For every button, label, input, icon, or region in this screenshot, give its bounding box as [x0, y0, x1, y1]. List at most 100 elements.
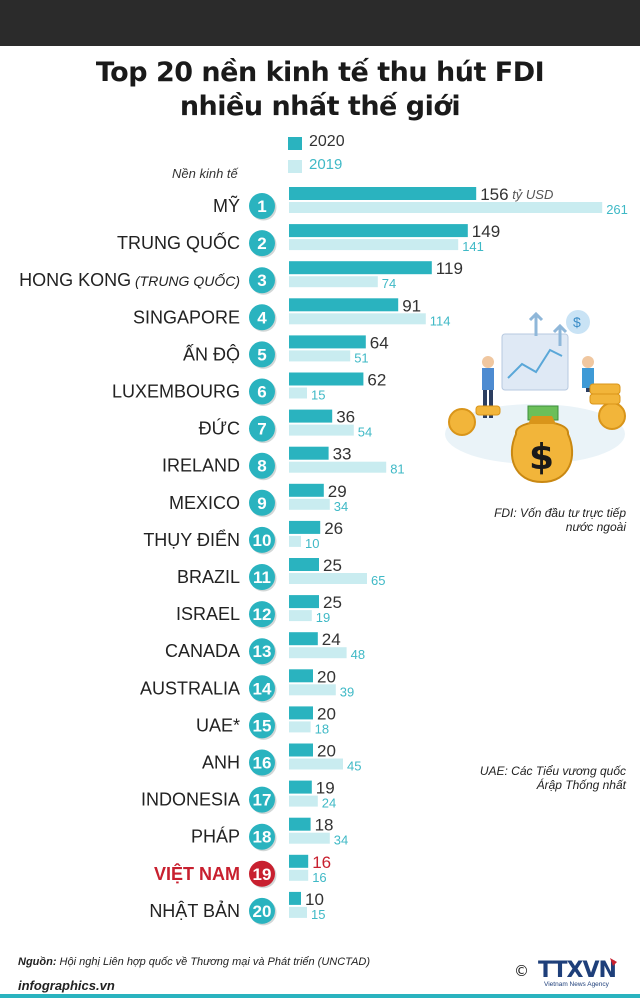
bar-2020: [289, 187, 477, 200]
bar-2019: [289, 573, 367, 584]
country-label: ẤN ĐỘ: [183, 343, 240, 364]
bar-2020: [289, 706, 313, 720]
value-label-2019: 19: [316, 610, 330, 625]
rank-circle: [249, 267, 275, 294]
svg-text:$: $: [529, 437, 554, 478]
value-label-2019: 74: [382, 276, 396, 291]
country-name: ĐỨC: [199, 418, 240, 439]
country-label: CANADA: [165, 641, 240, 661]
country-name: PHÁP: [191, 827, 240, 847]
rank-number: 8: [257, 457, 266, 476]
country-name: MEXICO: [169, 493, 240, 513]
rank-number: 14: [253, 679, 272, 698]
bar-2020: [289, 483, 324, 497]
page-title: Top 20 nền kinh tế thu hút FDI nhiều nhấ…: [0, 56, 640, 124]
country-name: ANH: [202, 753, 240, 773]
rank-number: 13: [253, 642, 272, 661]
logo-wordmark: TTXVN: [538, 958, 616, 983]
country-name: INDONESIA: [141, 790, 240, 810]
rank-circle: [249, 193, 275, 219]
rank-number: 18: [253, 828, 272, 847]
logo-subtext: Vietnam News Agency: [544, 981, 610, 988]
ttxvn-logo: © TTXVN Vietnam News Agency: [514, 958, 617, 988]
title-line-1: Top 20 nền kinh tế thu hút FDI: [95, 57, 545, 88]
value-label-2020: 119: [436, 259, 463, 278]
rank-number: 16: [253, 754, 272, 773]
value-label-2019: 54: [358, 425, 372, 440]
rank-circle: [249, 638, 275, 665]
bar-2020: [289, 446, 329, 460]
country-label: AUSTRALIA: [140, 678, 240, 698]
economy-axis-label: Nền kinh tế: [172, 166, 238, 181]
rank-circle: [249, 230, 275, 257]
country-label: ISRAEL: [176, 604, 240, 624]
rank-number: 7: [257, 420, 266, 439]
rank-number: 4: [257, 308, 267, 327]
bar-2020: [289, 520, 321, 534]
bar-2020: [289, 372, 364, 386]
bar-2019: [289, 647, 347, 659]
value-label-2020: 18: [315, 816, 334, 835]
country-name-suffix: (TRUNG QUỐC): [131, 272, 240, 289]
bar-2019: [289, 832, 330, 844]
bar-2019: [289, 202, 603, 213]
svg-text:$: $: [573, 314, 581, 330]
country-label: TRUNG QUỐC: [117, 232, 240, 253]
value-label-2019: 51: [354, 350, 368, 365]
value-label-2019: 34: [334, 499, 348, 514]
country-name: TRUNG QUỐC: [117, 232, 240, 253]
value-label-2020: 10: [305, 890, 324, 909]
country-name: UAE*: [196, 715, 240, 735]
legend-swatch-2020: [288, 137, 302, 150]
bar-2019: [289, 387, 307, 399]
value-label-2019: 15: [311, 388, 325, 403]
value-label-2020: 26: [324, 519, 343, 538]
country-label: VIỆT NAM: [154, 863, 240, 884]
bar-2019: [289, 424, 354, 436]
value-label-2019: 45: [347, 759, 361, 774]
legend-label-2019: 2019: [309, 156, 343, 173]
rank-number: 5: [257, 345, 266, 364]
bar-2020: [289, 891, 301, 905]
rank-number: 20: [253, 902, 272, 921]
value-label-2019: 10: [305, 536, 319, 551]
bar-2020: [289, 298, 399, 312]
value-label-2019: 114: [430, 313, 451, 328]
value-label-2019: 141: [462, 239, 484, 254]
value-label-2020: 33: [333, 445, 352, 464]
country-name: VIỆT NAM: [154, 863, 240, 884]
value-label-2019: 16: [312, 870, 326, 885]
legend-label-2020: 2020: [309, 133, 345, 150]
rank-circle: [249, 786, 275, 813]
value-label-2020: 62: [367, 371, 386, 390]
source-prefix: Nguồn:: [18, 956, 57, 968]
rank-number: 6: [257, 383, 266, 402]
source-text: Hội nghị Liên hợp quốc về Thương mại và …: [59, 956, 371, 968]
value-label-2020: 64: [370, 333, 389, 352]
value-label-2020: 91: [402, 296, 421, 315]
country-label: THỤY ĐIỂN: [143, 529, 240, 550]
country-label: BRAZIL: [177, 567, 240, 587]
rank-number: 9: [257, 494, 266, 513]
rank-circle: [249, 452, 275, 479]
country-label: UAE*: [196, 715, 240, 735]
country-label: MỸ: [213, 195, 240, 216]
value-label-2019: 24: [322, 796, 336, 811]
source-line: Nguồn: Hội nghị Liên hợp quốc về Thương …: [18, 956, 370, 968]
country-name: IRELAND: [162, 456, 240, 476]
rank-number: 3: [257, 271, 266, 290]
bar-2019: [289, 906, 307, 918]
bar-2020: [289, 669, 313, 683]
bar-2020: [289, 409, 333, 423]
bar-2019: [289, 610, 312, 622]
country-label: HONG KONG (TRUNG QUỐC): [19, 270, 240, 290]
country-name: BRAZIL: [177, 567, 240, 587]
bar-2019: [289, 684, 336, 696]
rank-number: 1: [257, 197, 266, 216]
value-label-2020: 20: [317, 667, 336, 686]
country-name: CANADA: [165, 641, 240, 661]
value-label-2020: 20: [317, 704, 336, 723]
bar-2019: [289, 535, 301, 547]
value-label-2019: 15: [311, 907, 325, 922]
